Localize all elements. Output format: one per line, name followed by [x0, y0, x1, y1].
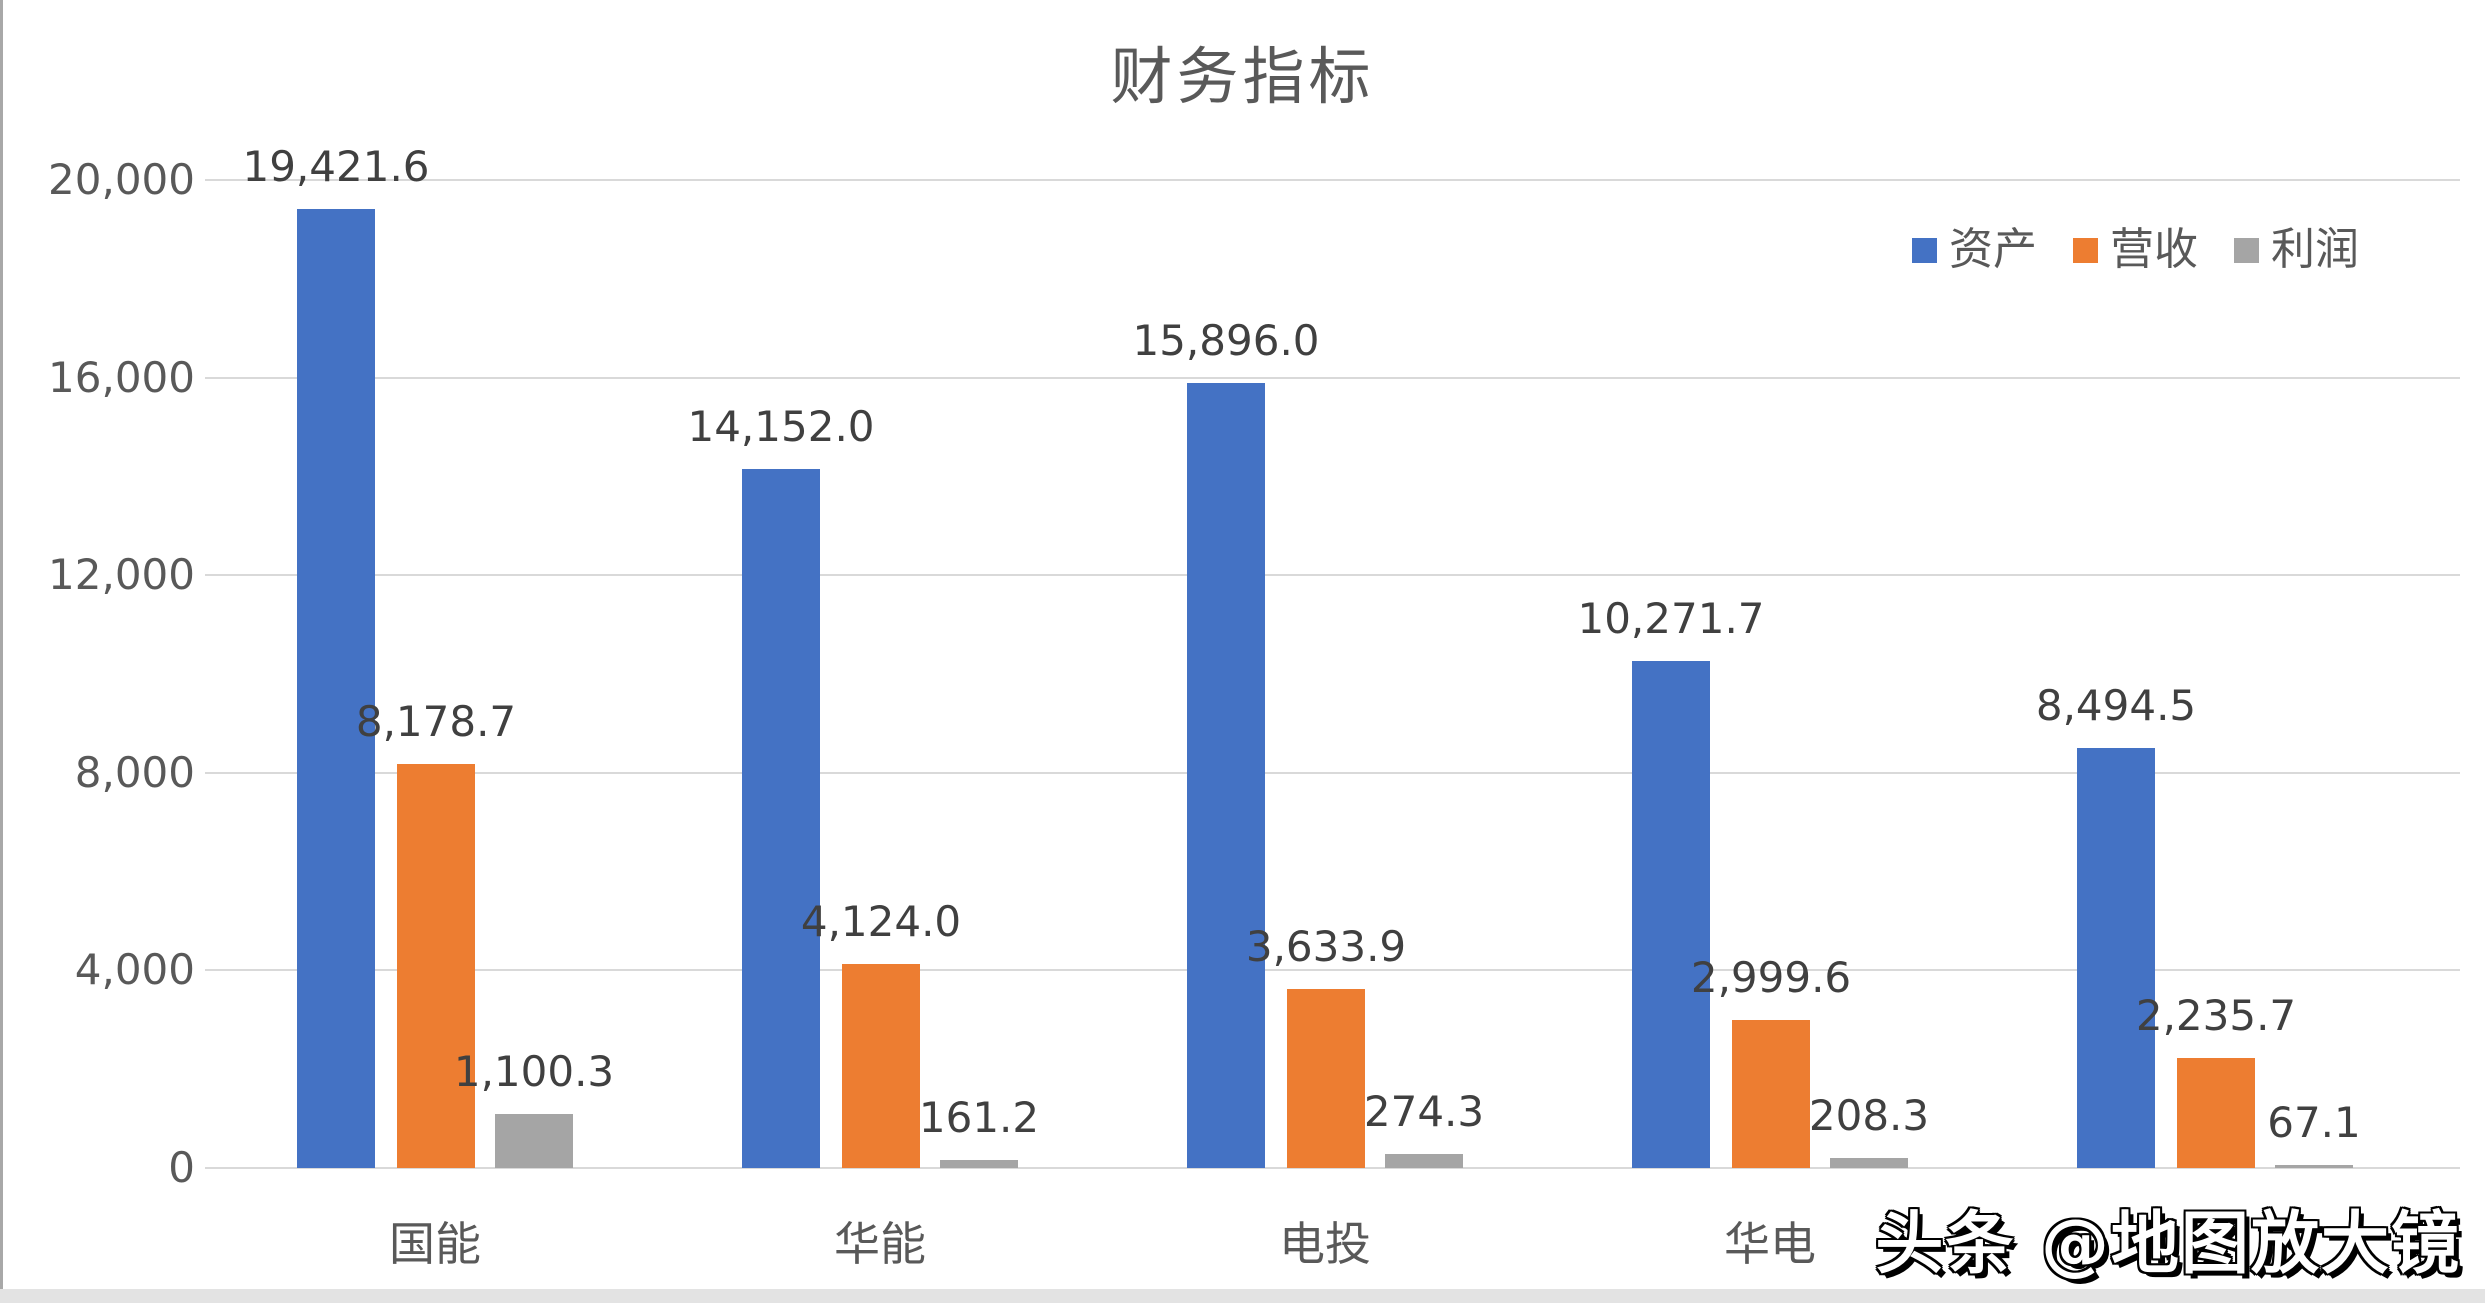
y-axis-tick-label: 8,000	[74, 747, 195, 797]
y-axis-tick-label: 16,000	[48, 352, 195, 402]
gridline	[205, 574, 2460, 577]
legend-label: 资产	[1949, 224, 2037, 275]
bar-value-label: 4,124.0	[800, 897, 962, 947]
plot-area: 19,421.6 8,178.7 1,100.3 14,152.0 4,124.0 161…	[205, 144, 2460, 1169]
bar-assets	[1187, 382, 1265, 1168]
bar-assets	[2077, 748, 2155, 1168]
bar-assets	[1632, 660, 1710, 1168]
y-axis-tick-label: 12,000	[48, 550, 195, 600]
bar-profit	[1830, 1157, 1908, 1168]
bar-revenue	[1732, 1019, 1810, 1168]
bar-revenue	[2177, 1057, 2255, 1168]
x-axis-category-label: 华能	[834, 1217, 926, 1271]
bar-value-label: 274.3	[1363, 1087, 1485, 1137]
bar-profit	[2275, 1164, 2353, 1168]
bar-revenue	[397, 763, 475, 1168]
legend-swatch-icon	[1912, 237, 1937, 263]
legend-swatch-icon	[2234, 237, 2259, 263]
bar-value-label: 2,999.6	[1690, 952, 1852, 1002]
bar-assets	[742, 468, 820, 1168]
bar-profit	[940, 1160, 1018, 1168]
bar-value-label: 161.2	[918, 1093, 1040, 1143]
y-axis-tick-label: 0	[168, 1143, 195, 1192]
bar-value-label: 15,896.0	[1132, 315, 1320, 365]
gridline	[205, 771, 2460, 774]
bar-profit	[495, 1113, 573, 1168]
x-axis-category-label: 华电	[1724, 1217, 1816, 1271]
screen-edge-bottom	[0, 1289, 2485, 1303]
bar-value-label: 8,494.5	[2035, 681, 2197, 731]
x-axis-category-label: 电投	[1279, 1217, 1371, 1271]
bar-value-label: 10,271.7	[1577, 593, 1765, 643]
bar-group: 15,896.0 3,633.9 274.3	[1095, 180, 1540, 1168]
legend-item-profit: 利润	[2234, 228, 2359, 272]
legend: 资产 营收 利润	[1912, 228, 2359, 272]
legend-item-revenue: 营收	[2073, 228, 2198, 272]
bar-group: 8,494.5 2,235.7 67.1	[1985, 180, 2430, 1168]
chart-title: 财务指标	[1110, 40, 1375, 113]
legend-item-assets: 资产	[1912, 228, 2037, 272]
bar-revenue	[842, 964, 920, 1168]
bar-value-label: 67.1	[2267, 1097, 2361, 1147]
y-axis-tick-label: 20,000	[48, 155, 195, 204]
bar-assets	[297, 208, 375, 1168]
legend-label: 营收	[2110, 224, 2198, 275]
screen-edge-left	[0, 0, 3, 1303]
bar-value-label: 2,235.7	[2135, 990, 2297, 1040]
bar-value-label: 19,421.6	[242, 141, 430, 191]
bar-profit	[1385, 1154, 1463, 1168]
gridline	[205, 376, 2460, 379]
bar-value-label: 208.3	[1808, 1090, 1930, 1140]
bar-group: 19,421.6 8,178.7 1,100.3	[205, 144, 650, 1168]
bar-value-label: 3,633.9	[1245, 921, 1407, 971]
legend-swatch-icon	[2073, 237, 2098, 263]
bar-value-label: 8,178.7	[355, 696, 517, 746]
bar-group: 14,152.0 4,124.0 161.2	[650, 180, 1095, 1168]
bar-value-label: 1,100.3	[453, 1046, 615, 1096]
x-axis-category-label: 国能	[389, 1217, 481, 1271]
y-axis-tick-label: 4,000	[74, 945, 195, 995]
bar-group: 10,271.7 2,999.6 208.3	[1540, 180, 1985, 1168]
gridline	[205, 179, 2460, 181]
bar-value-label: 14,152.0	[687, 401, 875, 451]
watermark: 头条 @地图放大镜	[1875, 1205, 2461, 1284]
legend-label: 利润	[2271, 224, 2359, 275]
gridline	[205, 969, 2460, 972]
bar-revenue	[1287, 988, 1365, 1168]
gridline	[205, 1167, 2460, 1169]
